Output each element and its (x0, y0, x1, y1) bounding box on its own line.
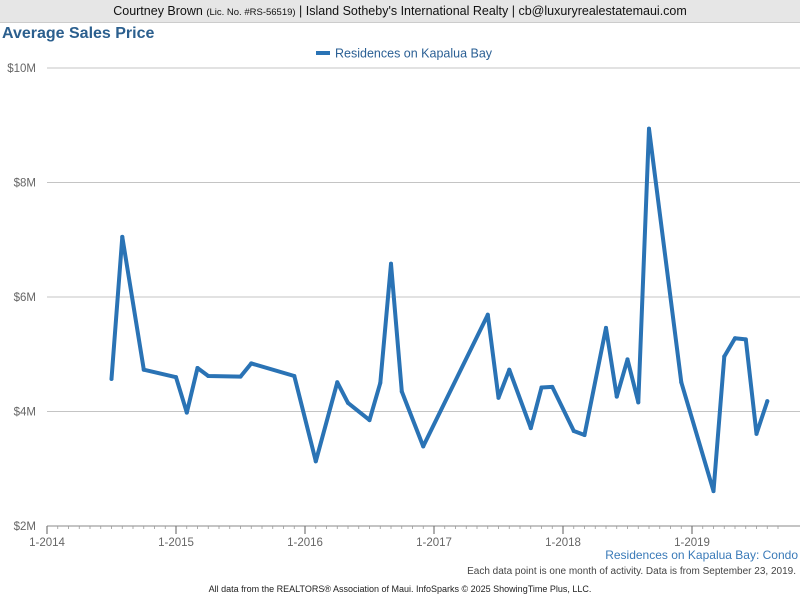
data-point (507, 367, 512, 372)
x-tick-label: 1-2016 (287, 537, 323, 548)
data-point (722, 354, 727, 359)
data-point (625, 357, 630, 362)
data-point (399, 389, 404, 394)
data-point (614, 394, 619, 399)
agent-contact: | Island Sotheby's International Realty … (299, 4, 687, 18)
data-point (485, 312, 490, 317)
y-tick-label: $8M (14, 178, 36, 190)
series-line (109, 126, 770, 494)
license-number: (Lic. No. #RS-56519) (206, 7, 296, 18)
y-tick-label: $2M (14, 521, 36, 533)
data-point (743, 337, 748, 342)
line-chart: $2M $4M $6M $8M $10M 1-2014 1-2015 1-2016 1-2017… (7, 47, 800, 548)
data-point (206, 374, 211, 379)
data-point (378, 380, 383, 385)
data-point (335, 380, 340, 385)
data-point (604, 325, 608, 330)
x-tick-label: 1-2017 (416, 537, 452, 548)
agent-header-bar: Courtney Brown (Lic. No. #RS-56519) | Is… (0, 0, 800, 23)
data-point (141, 367, 146, 372)
data-point (539, 385, 544, 390)
data-point (184, 410, 189, 415)
data-point (571, 428, 576, 433)
data-point (496, 395, 501, 400)
data-point (528, 426, 533, 431)
data-point (421, 444, 426, 449)
data-point (754, 431, 759, 436)
y-tick-label: $6M (14, 292, 36, 304)
y-tick-label: $4M (14, 407, 36, 419)
data-point (550, 384, 555, 389)
data-point (636, 400, 641, 405)
data-point (174, 375, 178, 380)
legend-label: Residences on Kapalua Bay (335, 47, 493, 61)
data-point (711, 489, 716, 494)
data-point (733, 336, 737, 341)
data-point (582, 432, 587, 437)
data-point (679, 380, 684, 385)
y-tick-label: $10M (7, 63, 36, 75)
x-tick-label: 1-2018 (545, 537, 581, 548)
data-point (313, 459, 318, 464)
data-point (195, 365, 200, 370)
data-point (109, 376, 114, 381)
data-point (249, 361, 254, 366)
data-note: Each data point is one month of activity… (467, 566, 796, 577)
x-tick-label: 1-2019 (674, 537, 710, 548)
x-tick-label: 1-2015 (158, 537, 194, 548)
x-tick-label: 1-2014 (29, 537, 65, 548)
chart-caption: Residences on Kapalua Bay: Condo (605, 548, 798, 562)
data-point (765, 399, 770, 404)
data-point (346, 400, 350, 405)
data-point (120, 234, 125, 239)
data-point (647, 126, 651, 131)
agent-name: Courtney Brown (113, 4, 203, 18)
footer-credit: All data from the REALTORS® Association … (208, 584, 592, 594)
data-point (292, 374, 297, 379)
chart-title: Average Sales Price (2, 25, 155, 42)
data-point (367, 418, 372, 423)
data-point (238, 374, 243, 379)
data-point (389, 261, 393, 266)
